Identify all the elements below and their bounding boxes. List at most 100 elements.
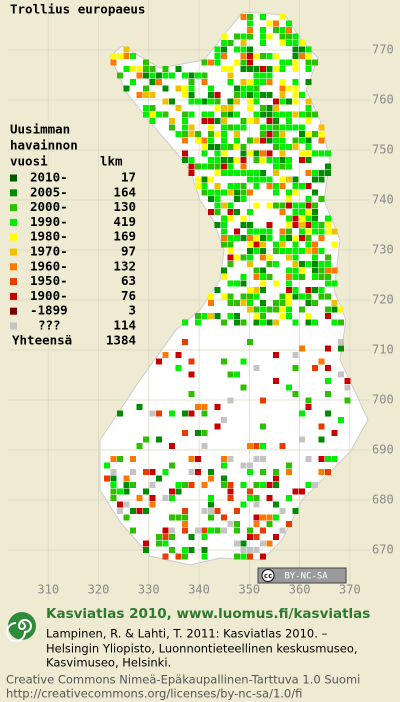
- occurrence-square: [221, 189, 227, 196]
- occurrence-square: [240, 547, 247, 553]
- legend-label: 1980-: [30, 229, 68, 244]
- y-tick-label: 750: [372, 143, 394, 157]
- occurrence-square: [240, 358, 247, 365]
- occurrence-square: [156, 436, 162, 443]
- occurrence-square: [208, 527, 214, 534]
- occurrence-square: [240, 293, 247, 300]
- occurrence-square: [279, 163, 286, 170]
- occurrence-square: [279, 150, 286, 157]
- occurrence-square: [182, 514, 188, 521]
- occurrence-square: [305, 241, 312, 248]
- occurrence-square: [266, 66, 273, 72]
- occurrence-square: [227, 293, 234, 300]
- occurrence-square: [253, 274, 260, 280]
- occurrence-square: [260, 53, 266, 59]
- occurrence-square: [331, 319, 338, 326]
- occurrence-square: [318, 469, 325, 475]
- badge-text: BY-NC-SA: [284, 572, 328, 582]
- occurrence-square: [149, 482, 156, 488]
- occurrence-square: [240, 40, 247, 46]
- occurrence-square: [240, 150, 247, 157]
- occurrence-square: [175, 365, 182, 371]
- occurrence-square: [240, 118, 247, 124]
- occurrence-square: [279, 202, 286, 209]
- occurrence-square: [253, 495, 260, 501]
- occurrence-square: [312, 248, 318, 254]
- occurrence-square: [260, 313, 266, 319]
- occurrence-square: [169, 124, 175, 131]
- occurrence-square: [214, 423, 221, 430]
- occurrence-square: [318, 235, 325, 241]
- occurrence-square: [214, 527, 221, 534]
- occurrence-square: [182, 553, 188, 560]
- occurrence-square: [286, 20, 292, 27]
- occurrence-square: [227, 72, 234, 79]
- occurrence-square: [201, 508, 208, 514]
- occurrence-square: [292, 287, 299, 293]
- occurrence-square: [299, 92, 305, 98]
- occurrence-square: [273, 306, 279, 313]
- occurrence-square: [325, 313, 331, 319]
- legend-swatch: [10, 233, 17, 241]
- occurrence-square: [266, 235, 273, 241]
- occurrence-square: [273, 189, 279, 196]
- occurrence-square: [299, 111, 305, 118]
- legend-count: 3: [128, 303, 136, 318]
- occurrence-square: [149, 118, 156, 124]
- occurrence-square: [175, 131, 182, 137]
- occurrence-square: [292, 319, 299, 326]
- occurrence-square: [286, 248, 292, 254]
- occurrence-square: [221, 527, 227, 534]
- legend-swatch: [10, 189, 17, 197]
- occurrence-square: [221, 319, 227, 326]
- occurrence-square: [279, 293, 286, 300]
- occurrence-square: [136, 443, 143, 449]
- occurrence-square: [305, 300, 312, 306]
- occurrence-square: [208, 111, 214, 118]
- occurrence-square: [266, 521, 273, 527]
- occurrence-square: [286, 124, 292, 131]
- occurrence-square: [208, 92, 214, 98]
- occurrence-square: [299, 131, 305, 137]
- occurrence-square: [227, 456, 234, 462]
- occurrence-square: [143, 105, 149, 111]
- legend-count: 169: [113, 229, 136, 244]
- occurrence-square: [312, 111, 318, 118]
- occurrence-square: [273, 66, 279, 72]
- occurrence-square: [247, 228, 253, 235]
- occurrence-square: [325, 280, 331, 287]
- occurrence-square: [260, 248, 266, 254]
- occurrence-square: [292, 215, 299, 222]
- occurrence-square: [299, 345, 305, 352]
- occurrence-square: [234, 59, 240, 66]
- occurrence-square: [260, 66, 266, 72]
- occurrence-square: [234, 254, 240, 261]
- occurrence-square: [208, 85, 214, 92]
- occurrence-square: [260, 33, 266, 40]
- occurrence-square: [214, 222, 221, 228]
- x-tick-label: 340: [188, 583, 210, 597]
- occurrence-square: [149, 105, 156, 111]
- occurrence-square: [247, 254, 253, 261]
- occurrence-square: [214, 157, 221, 163]
- occurrence-square: [208, 501, 214, 508]
- y-tick-label: 720: [372, 293, 394, 307]
- occurrence-square: [123, 66, 130, 72]
- occurrence-square: [253, 53, 260, 59]
- occurrence-square: [195, 176, 201, 183]
- occurrence-square: [305, 111, 312, 118]
- occurrence-square: [279, 443, 286, 449]
- occurrence-square: [247, 170, 253, 176]
- occurrence-square: [331, 280, 338, 287]
- occurrence-square: [195, 319, 201, 326]
- occurrence-square: [260, 287, 266, 293]
- occurrence-square: [247, 222, 253, 228]
- occurrence-square: [299, 436, 305, 443]
- occurrence-square: [240, 85, 247, 92]
- occurrence-square: [325, 410, 331, 417]
- x-tick-label: 310: [37, 583, 59, 597]
- occurrence-square: [286, 59, 292, 66]
- occurrence-square: [260, 469, 266, 475]
- occurrence-square: [175, 66, 182, 72]
- legend-count: 17: [121, 170, 136, 185]
